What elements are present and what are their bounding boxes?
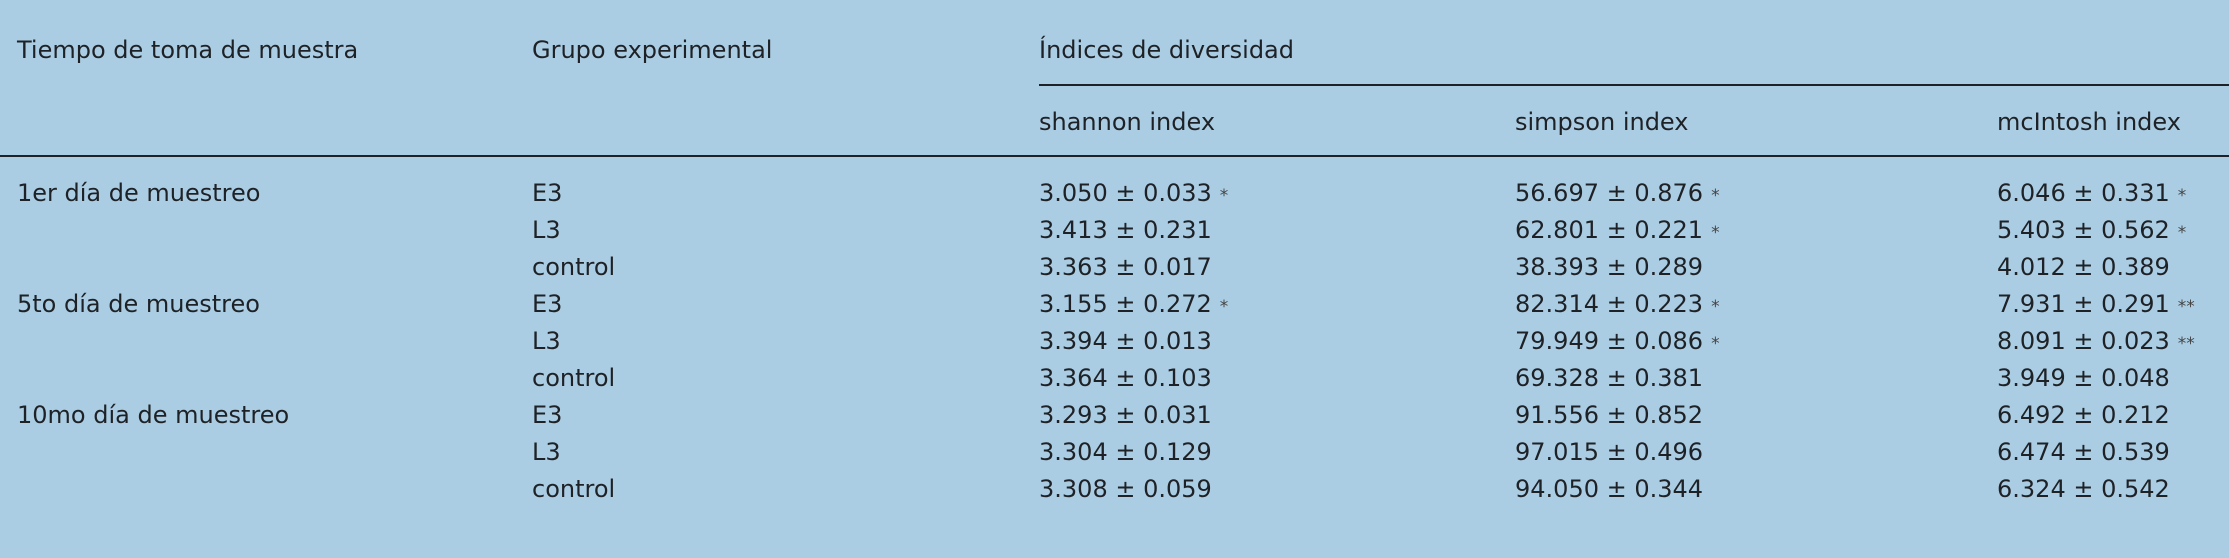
group-cell: E3 — [532, 179, 563, 207]
value: 4.012 ± 0.389 — [1997, 253, 2170, 281]
value: 91.556 ± 0.852 — [1515, 401, 1704, 429]
value: 56.697 ± 0.876 — [1515, 179, 1704, 207]
value-cell: 69.328 ± 0.381 — [1515, 363, 1703, 393]
value: 3.050 ± 0.033 — [1039, 179, 1212, 207]
value: 3.155 ± 0.272 — [1039, 290, 1212, 318]
significance: * — [1219, 297, 1229, 317]
value-cell: 4.012 ± 0.389 — [1997, 252, 2170, 282]
significance: * — [2177, 186, 2187, 206]
group-cell: E3 — [532, 401, 563, 429]
value-cell: 3.304 ± 0.129 — [1039, 437, 1212, 467]
value-cell: 91.556 ± 0.852 — [1515, 400, 1703, 430]
value-cell: 3.364 ± 0.103 — [1039, 363, 1212, 393]
value-cell: 3.308 ± 0.059 — [1039, 474, 1212, 504]
value-cell: 6.474 ± 0.539 — [1997, 437, 2170, 467]
value-cell: 6.324 ± 0.542 — [1997, 474, 2170, 504]
group-cell: L3 — [532, 327, 561, 355]
value-cell: 97.015 ± 0.496 — [1515, 437, 1703, 467]
value: 3.304 ± 0.129 — [1039, 438, 1212, 466]
value: 3.364 ± 0.103 — [1039, 364, 1212, 392]
value: 6.046 ± 0.331 — [1997, 179, 2170, 207]
value: 5.403 ± 0.562 — [1997, 216, 2170, 244]
value: 94.050 ± 0.344 — [1515, 475, 1704, 503]
value-cell: 82.314 ± 0.223 * — [1515, 289, 1720, 322]
header-cell: shannon index — [1039, 108, 1216, 136]
value-cell: 3.050 ± 0.033 * — [1039, 178, 1228, 211]
significance: * — [1219, 186, 1229, 206]
value-cell: 8.091 ± 0.023 ** — [1997, 326, 2195, 359]
value-cell: 6.046 ± 0.331 * — [1997, 178, 2186, 211]
header-cell: simpson index — [1515, 108, 1689, 136]
value-cell: 3.293 ± 0.031 — [1039, 400, 1212, 430]
value: 7.931 ± 0.291 — [1997, 290, 2170, 318]
significance: * — [2177, 223, 2187, 243]
value: 3.949 ± 0.048 — [1997, 364, 2170, 392]
value: 69.328 ± 0.381 — [1515, 364, 1704, 392]
rule — [1039, 84, 2229, 86]
group-cell: control — [532, 364, 616, 392]
value-cell: 3.363 ± 0.017 — [1039, 252, 1212, 282]
significance: ** — [2177, 334, 2195, 354]
header-cell: Grupo experimental — [532, 36, 773, 64]
value-cell: 79.949 ± 0.086 * — [1515, 326, 1720, 359]
significance: * — [1711, 297, 1720, 317]
header-cell: Tiempo de toma de muestra — [17, 36, 359, 64]
value: 3.394 ± 0.013 — [1039, 327, 1212, 355]
value-cell: 94.050 ± 0.344 — [1515, 474, 1703, 504]
group-cell: L3 — [532, 438, 561, 466]
group-cell: L3 — [532, 216, 561, 244]
significance: * — [1711, 334, 1720, 354]
value: 3.308 ± 0.059 — [1039, 475, 1212, 503]
group-cell: E3 — [532, 290, 563, 318]
time-cell: 1er día de muestreo — [17, 179, 261, 207]
value: 62.801 ± 0.221 — [1515, 216, 1704, 244]
value-cell: 3.949 ± 0.048 — [1997, 363, 2170, 393]
value-cell: 62.801 ± 0.221 * — [1515, 215, 1720, 248]
value-cell: 3.155 ± 0.272 * — [1039, 289, 1228, 322]
significance: * — [1711, 223, 1720, 243]
value: 79.949 ± 0.086 — [1515, 327, 1704, 355]
value-cell: 3.413 ± 0.231 — [1039, 215, 1212, 245]
group-cell: control — [532, 253, 616, 281]
group-cell: control — [532, 475, 616, 503]
value: 3.363 ± 0.017 — [1039, 253, 1212, 281]
value: 6.492 ± 0.212 — [1997, 401, 2170, 429]
value: 8.091 ± 0.023 — [1997, 327, 2170, 355]
value-cell: 3.394 ± 0.013 — [1039, 326, 1212, 356]
value-cell: 5.403 ± 0.562 * — [1997, 215, 2186, 248]
value: 6.324 ± 0.542 — [1997, 475, 2170, 503]
value: 97.015 ± 0.496 — [1515, 438, 1704, 466]
value-cell: 56.697 ± 0.876 * — [1515, 178, 1720, 211]
value: 82.314 ± 0.223 — [1515, 290, 1704, 318]
value-cell: 7.931 ± 0.291 ** — [1997, 289, 2195, 322]
value: 3.293 ± 0.031 — [1039, 401, 1212, 429]
significance: * — [1711, 186, 1720, 206]
header-cell: mcIntosh index — [1997, 108, 2181, 136]
value: 38.393 ± 0.289 — [1515, 253, 1704, 281]
value: 6.474 ± 0.539 — [1997, 438, 2170, 466]
header-cell: Índices de diversidad — [1039, 36, 1294, 64]
value: 3.413 ± 0.231 — [1039, 216, 1212, 244]
significance: ** — [2177, 297, 2195, 317]
value-cell: 6.492 ± 0.212 — [1997, 400, 2170, 430]
time-cell: 10mo día de muestreo — [17, 401, 290, 429]
value-cell: 38.393 ± 0.289 — [1515, 252, 1703, 282]
rule — [0, 155, 2229, 157]
time-cell: 5to día de muestreo — [17, 290, 260, 318]
